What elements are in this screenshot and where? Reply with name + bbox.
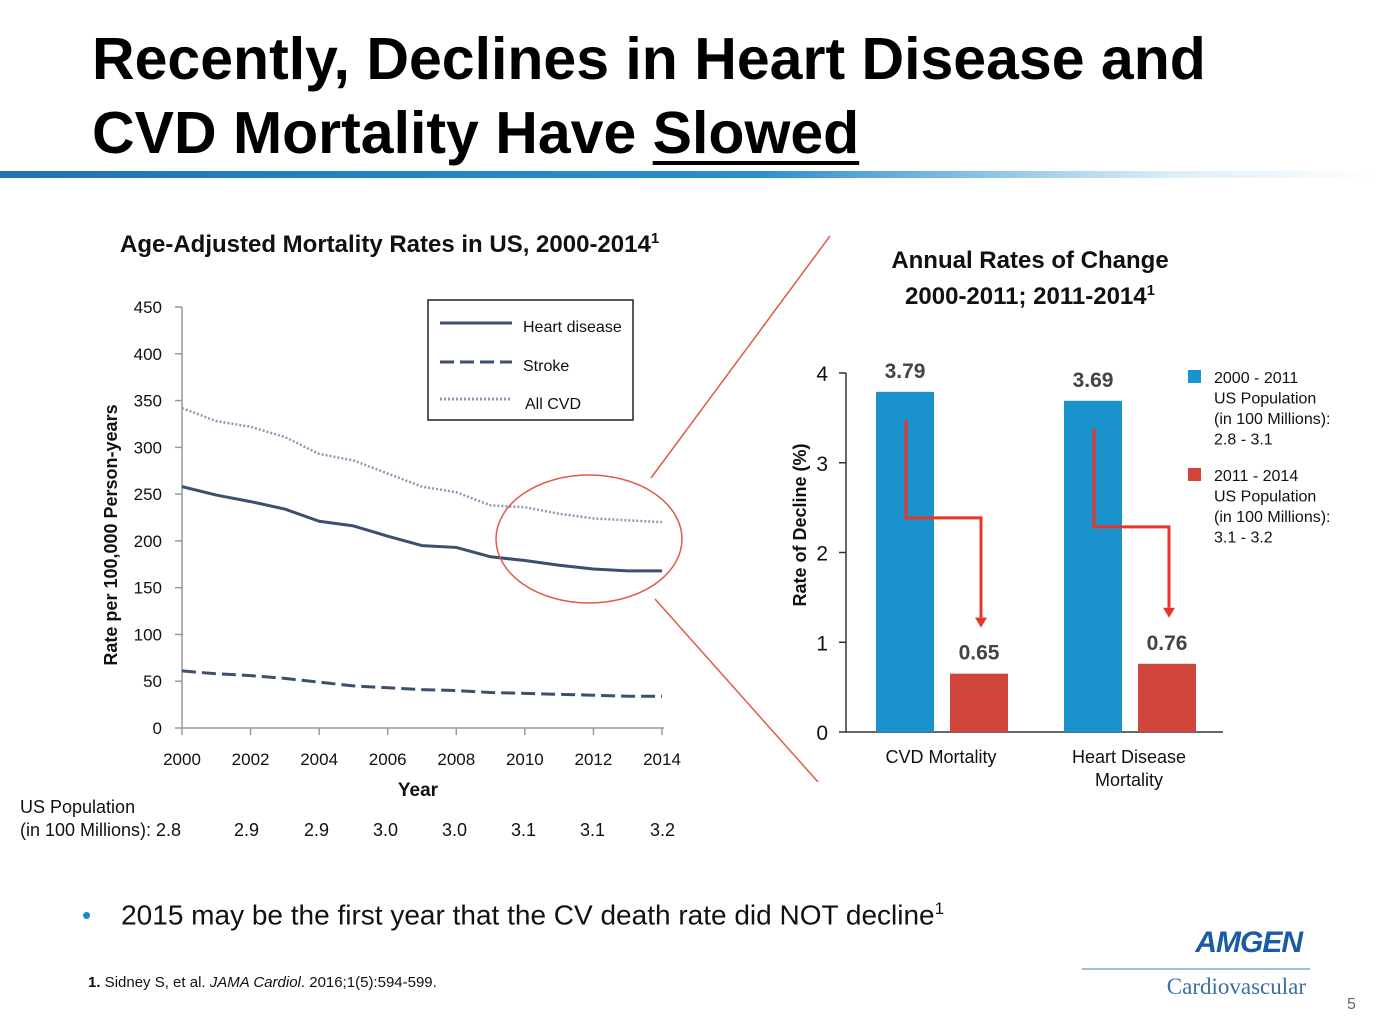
bar-chart: 0 1 2 3 4 3.79 0.65 3.69 0.76 CVD Mortality Hear…: [790, 360, 1330, 790]
legend-label: US Population: [1214, 391, 1316, 408]
bar-chart-title: Annual Rates of Change 2000-2011; 2011-2…: [820, 246, 1240, 312]
logo-subtitle: Cardiovascular: [1166, 974, 1306, 999]
logo-brand: AMGEN: [1195, 926, 1303, 959]
bar-chart-y-axis-label: Rate of Decline (%): [790, 443, 810, 606]
decline-arrow: [904, 419, 983, 618]
bullet-point: • 2015 may be the first year that the CV …: [82, 892, 944, 932]
x-tick-label: 2010: [506, 750, 544, 769]
line-chart-title: Age-Adjusted Mortality Rates in US, 2000…: [120, 224, 659, 260]
legend-label-all-cvd: All CVD: [525, 396, 581, 413]
bar-value-label: 0.65: [959, 642, 1000, 665]
population-value: 3.0: [442, 820, 468, 840]
footnote-number: 1.: [88, 974, 101, 991]
footnote-text-after: . 2016;1(5):594-599.: [300, 974, 437, 991]
title-line-1: Recently, Declines in Heart Disease and: [92, 26, 1206, 92]
x-tick-label: 2008: [437, 750, 475, 769]
y-tick-label: 250: [134, 485, 162, 504]
bar-y-tick-label: 0: [816, 722, 828, 745]
y-tick-label: 200: [134, 532, 162, 551]
bar-value-label: 0.76: [1147, 632, 1188, 655]
bullet-text: 2015 may be the first year that the CV d…: [121, 899, 935, 931]
x-tick-label: 2004: [300, 750, 338, 769]
legend-label: 2.8 - 3.1: [1214, 432, 1273, 449]
stroke-line: [181, 669, 662, 698]
population-value: 3.0: [373, 820, 399, 840]
y-tick-label: 350: [134, 392, 162, 411]
x-tick-label: 2000: [163, 750, 201, 769]
footnote: 1. Sidney S, et al. JAMA Cardiol. 2016;1…: [88, 973, 437, 992]
y-tick-label: 0: [153, 719, 162, 738]
legend-label: US Population: [1214, 489, 1316, 506]
bar-chart-title-line-1: Annual Rates of Change: [891, 247, 1169, 274]
x-tick-label: 2012: [575, 750, 613, 769]
y-tick-label: 400: [134, 345, 162, 364]
bar-y-tick-label: 1: [816, 632, 828, 655]
legend-label: (in 100 Millions):: [1214, 509, 1330, 526]
line-chart-legend-box: [427, 299, 634, 421]
arrow-head-icon: [975, 617, 987, 628]
y-tick-label: 450: [134, 298, 162, 317]
x-tick-label: 2014: [643, 750, 681, 769]
bar-category-label: CVD Mortality: [885, 747, 996, 767]
title-line-2-prefix: CVD Mortality Have: [92, 100, 653, 166]
y-tick-label: 100: [134, 625, 162, 644]
bar-y-tick-label: 3: [816, 453, 828, 476]
bar-value-label: 3.79: [885, 360, 926, 383]
bar-y-tick-label: 2: [816, 543, 828, 566]
zoom-connector-bottom: [654, 598, 819, 783]
all-cvd-line: [181, 406, 663, 524]
decline-arrow: [1092, 428, 1171, 608]
legend-swatch: [1188, 468, 1201, 481]
bullet-sup: 1: [934, 899, 945, 918]
line-chart-title-text: Age-Adjusted Mortality Rates in US, 2000…: [120, 231, 651, 258]
legend-swatch: [1188, 370, 1201, 383]
line-chart-y-axis-label: Rate per 100,000 Person-years: [101, 404, 121, 665]
line-chart: 0 50 100 150 200 250 300 350 400 450 2000 2002 2004…: [101, 298, 683, 801]
bar-chart-title-line-2: 2000-2011; 2011-2014: [905, 283, 1147, 310]
arrow-head-icon: [1163, 607, 1175, 618]
y-tick-label: 50: [143, 672, 162, 691]
bar: [950, 673, 1008, 732]
x-tick-label: 2006: [369, 750, 407, 769]
population-value: 2.9: [234, 820, 260, 840]
legend-label: (in 100 Millions):: [1214, 411, 1330, 428]
line-chart-title-sup: 1: [650, 230, 660, 247]
amgen-logo: AMGEN Cardiovascular: [1082, 926, 1310, 1004]
highlight-ellipse: [495, 474, 683, 604]
legend-label-stroke: Stroke: [523, 358, 569, 375]
line-chart-x-axis-label: Year: [398, 780, 439, 801]
population-label: US Population (in 100 Millions): 2.8: [20, 796, 181, 842]
logo-divider: [1082, 968, 1310, 970]
footnote-text-before: Sidney S, et al.: [100, 974, 210, 991]
x-tick-label: 2002: [232, 750, 270, 769]
bullet-icon: •: [82, 900, 92, 931]
population-value: 2.9: [304, 820, 330, 840]
bar: [1138, 663, 1196, 732]
legend-label: 2000 - 2011: [1214, 370, 1298, 387]
y-tick-label: 150: [134, 579, 162, 598]
footnote-journal: JAMA Cardiol: [209, 974, 301, 991]
bar-category-label: Mortality: [1095, 770, 1163, 790]
population-value: 3.1: [511, 820, 537, 840]
legend-label: 3.1 - 3.2: [1214, 530, 1273, 547]
population-label-line-2: (in 100 Millions): 2.8: [20, 820, 182, 840]
population-value: 3.1: [580, 820, 606, 840]
legend-label-heart-disease: Heart disease: [523, 319, 622, 336]
bar-y-tick-label: 4: [816, 363, 828, 386]
population-label-line-1: US Population: [20, 797, 136, 817]
y-tick-label: 300: [134, 438, 162, 457]
page-number: 5: [1347, 996, 1356, 1013]
legend-label: 2011 - 2014: [1214, 468, 1298, 485]
bar-chart-title-sup: 1: [1146, 282, 1155, 299]
population-value: 3.2: [650, 820, 676, 840]
bar-category-label: Heart Disease: [1072, 747, 1186, 767]
bar-value-label: 3.69: [1073, 369, 1114, 392]
zoom-connector-top: [650, 235, 831, 479]
title-divider: [0, 171, 1382, 178]
title-underlined-word: Slowed: [652, 100, 860, 166]
slide-title: Recently, Declines in Heart Disease and …: [92, 22, 1206, 170]
heart-disease-line: [181, 485, 662, 573]
